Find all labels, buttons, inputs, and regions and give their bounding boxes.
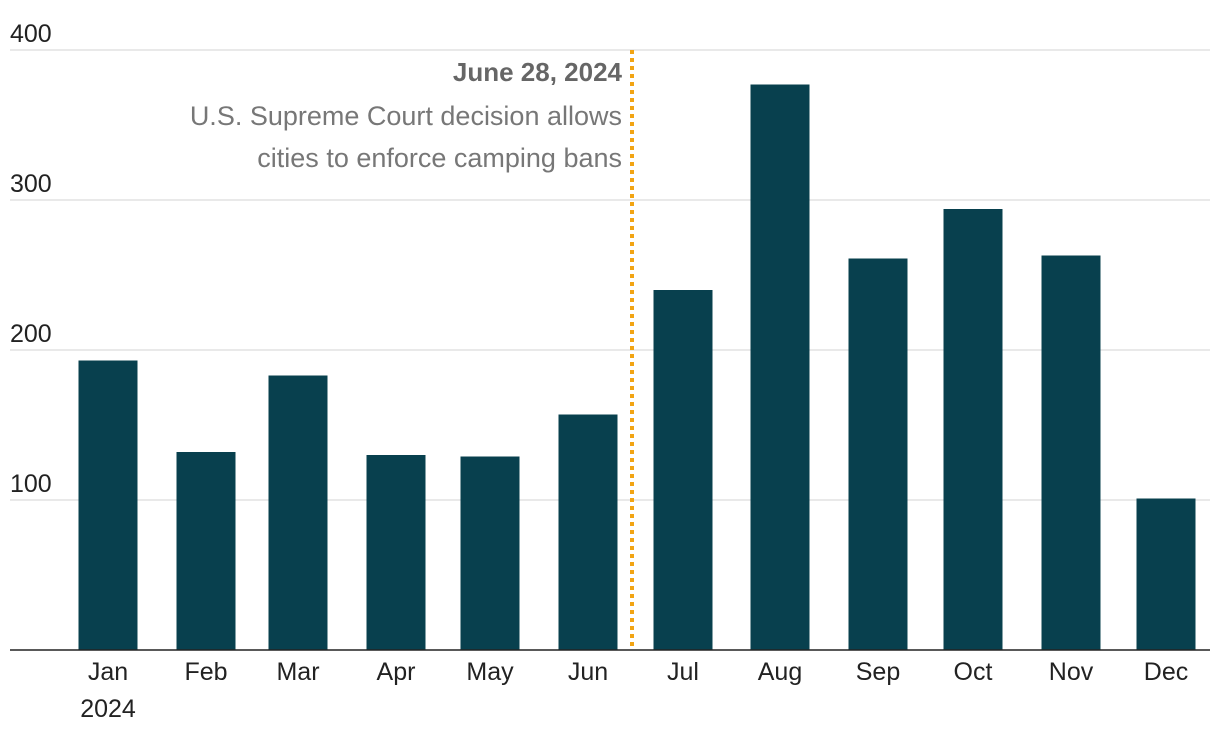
bar-jan [78, 360, 138, 650]
bar-sep [848, 258, 908, 650]
bar-oct [943, 209, 1003, 650]
bar-feb [176, 452, 236, 650]
y-tick-label-200: 200 [10, 320, 52, 348]
bar-nov [1041, 255, 1101, 650]
bar-jun [558, 414, 618, 650]
x-axis-tick-labels: Jan 2024 Feb Mar Apr May Jun Jul Aug Sep Oct Nov Dec [80, 658, 1188, 723]
x-tick-label-feb: Feb [184, 658, 227, 686]
x-tick-label-may: May [466, 658, 514, 686]
annotation: June 28, 2024 U.S. Supreme Court decisio… [190, 50, 634, 650]
x-tick-sublabel-2024: 2024 [80, 695, 136, 723]
annotation-title: June 28, 2024 [453, 57, 623, 87]
x-tick-label-sep: Sep [856, 658, 900, 686]
bar-aug [750, 84, 810, 650]
x-tick-label-apr: Apr [377, 658, 416, 686]
bar-jul [653, 290, 713, 650]
annotation-text-line-2: cities to enforce camping bans [257, 143, 622, 173]
y-tick-label-100: 100 [10, 470, 52, 498]
bar-may [460, 456, 520, 650]
bar-apr [366, 455, 426, 650]
y-axis-tick-labels: 100 200 300 400 [10, 20, 52, 498]
x-tick-label-jul: Jul [667, 658, 699, 686]
y-tick-label-300: 300 [10, 170, 52, 198]
x-tick-label-dec: Dec [1144, 658, 1188, 686]
x-tick-label-oct: Oct [954, 658, 993, 686]
x-tick-label-mar: Mar [276, 658, 319, 686]
x-tick-label-jun: Jun [568, 658, 608, 686]
bar-mar [268, 375, 328, 650]
x-tick-label-aug: Aug [758, 658, 802, 686]
bar-dec [1136, 498, 1196, 650]
x-tick-label-jan: Jan [88, 658, 128, 686]
bars [78, 84, 1196, 650]
annotation-text-line-1: U.S. Supreme Court decision allows [190, 101, 622, 131]
y-tick-label-400: 400 [10, 20, 52, 48]
x-tick-label-nov: Nov [1049, 658, 1094, 686]
